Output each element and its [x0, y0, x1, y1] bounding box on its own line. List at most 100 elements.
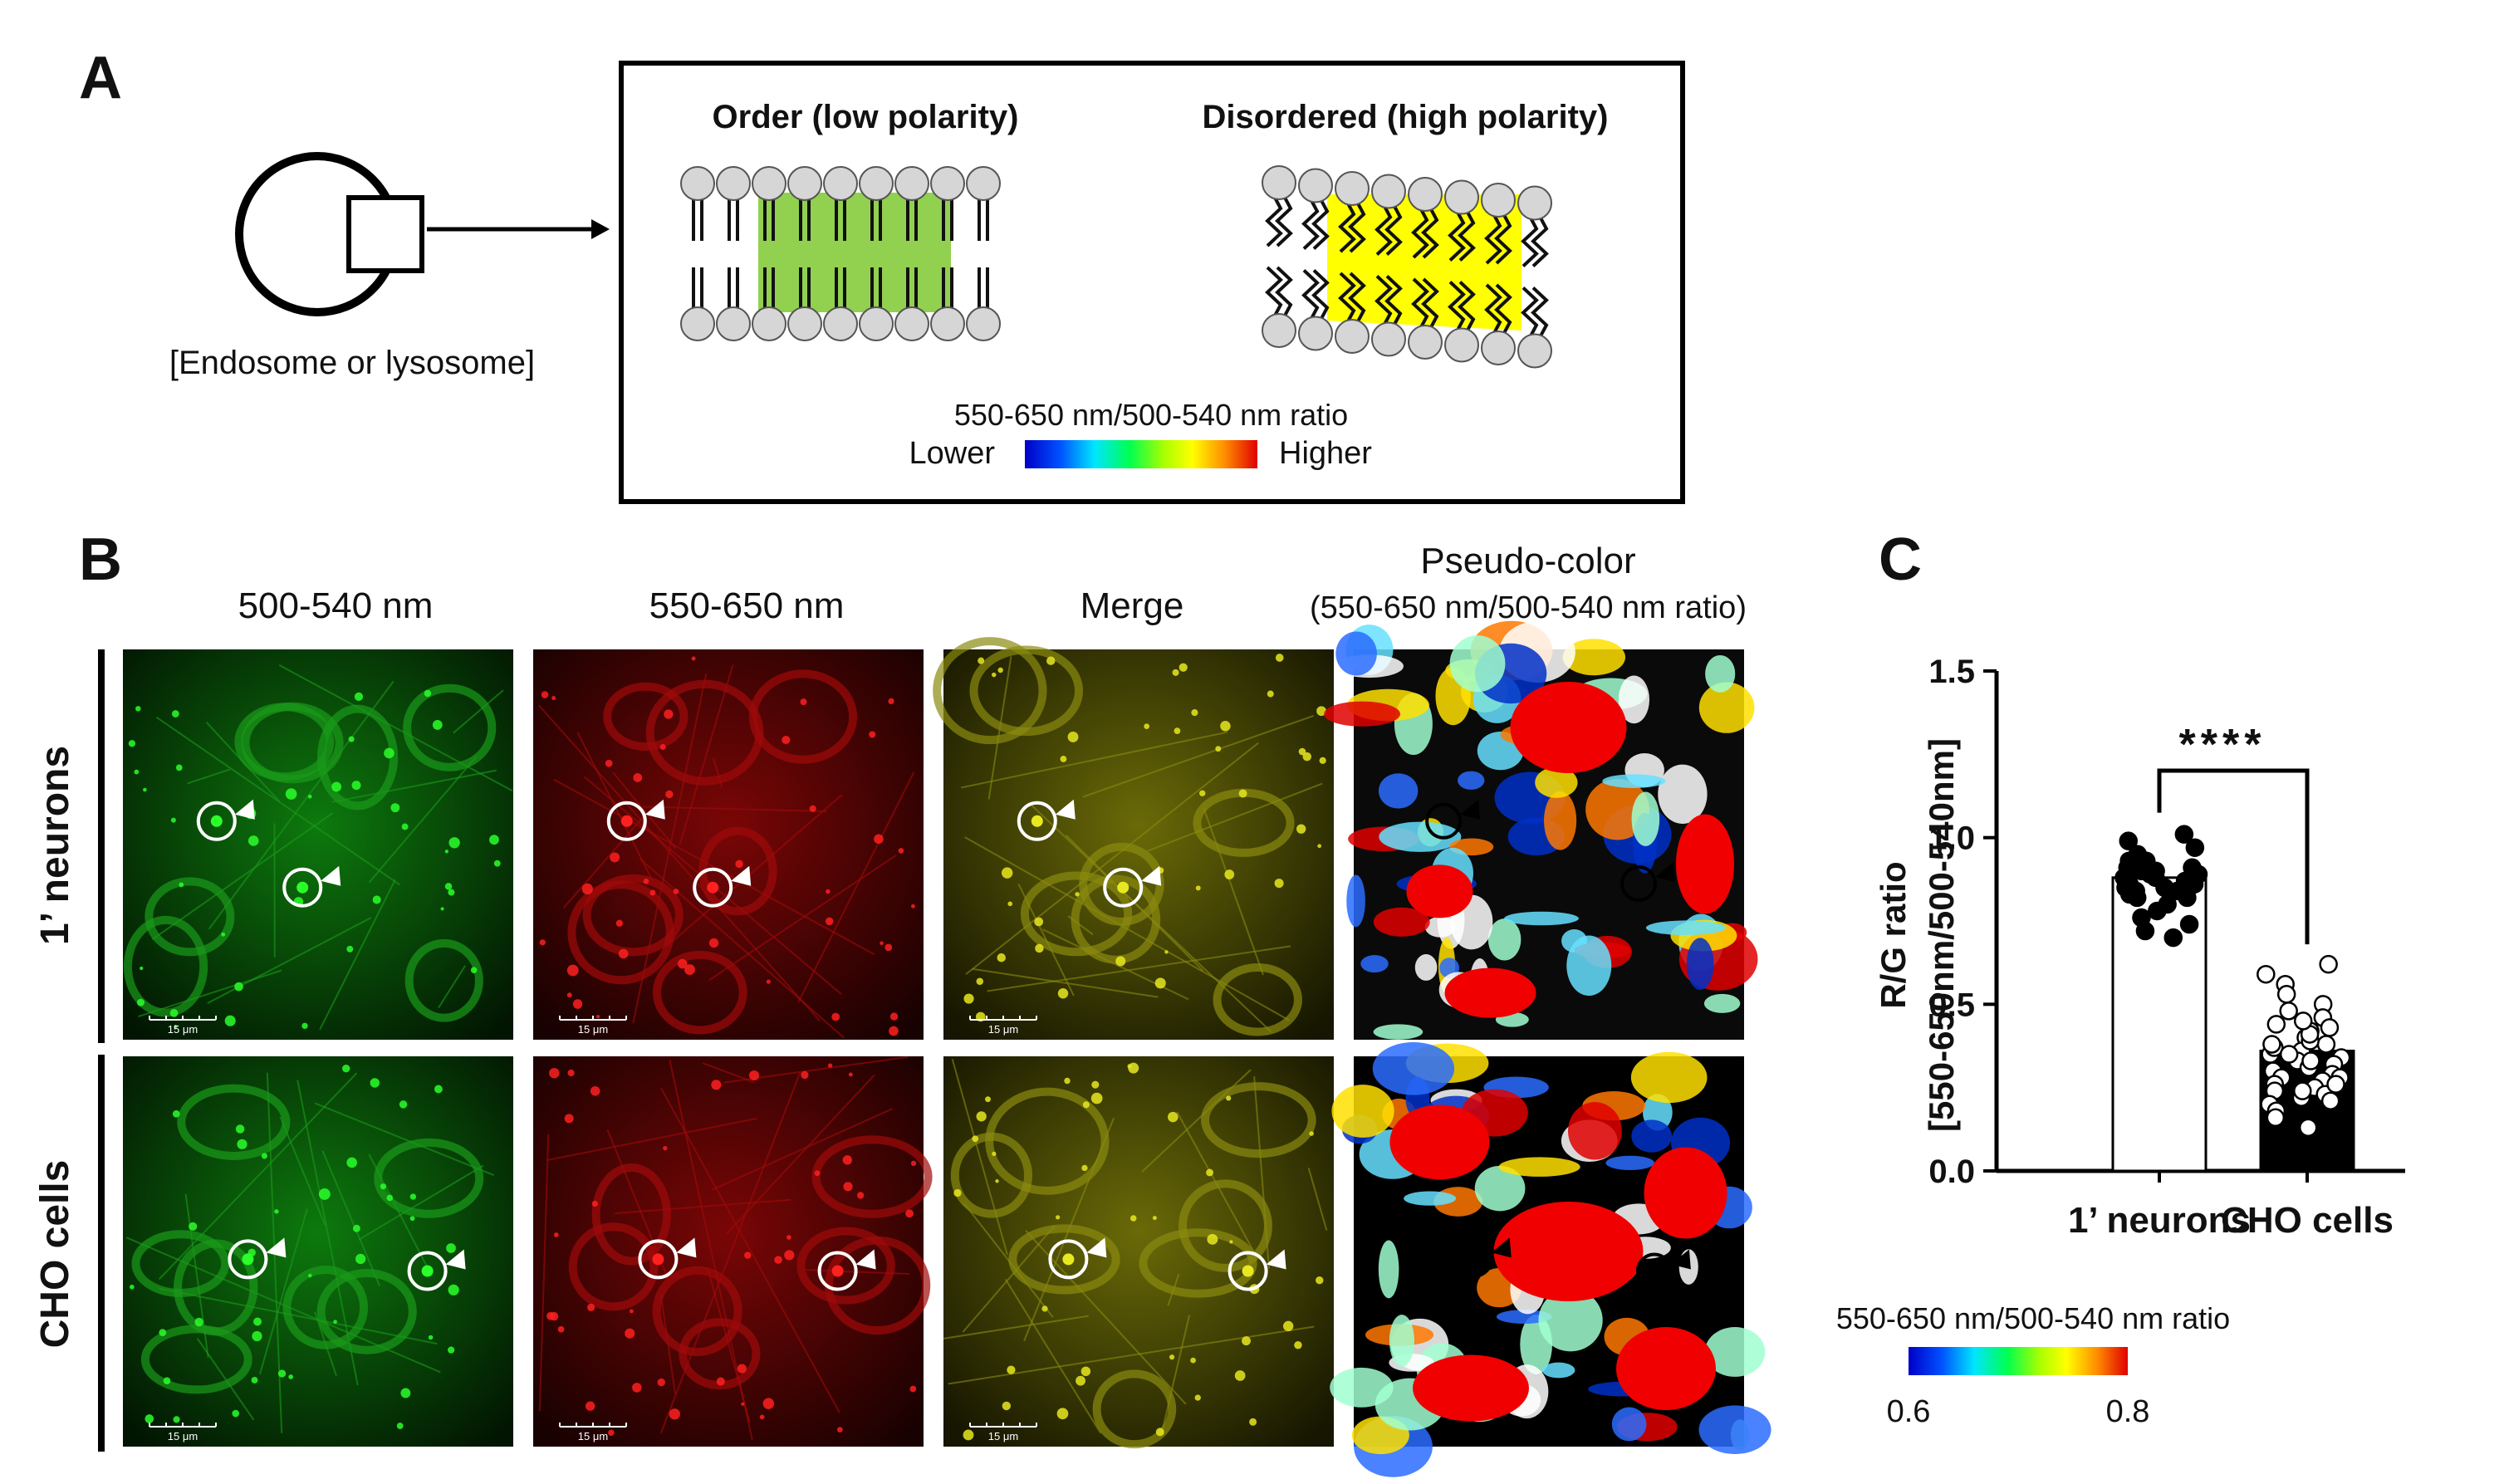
vesicle-dot	[1191, 709, 1198, 717]
column-sublabel-pseudo: (550-650 nm/500-540 nm ratio)	[1310, 590, 1747, 625]
vesicle-dot	[444, 850, 449, 854]
vesicle-dot	[665, 790, 674, 799]
y-axis-label: R/G ratio	[1874, 861, 1913, 1008]
high-ratio-region	[1644, 1147, 1727, 1239]
ratio-region	[1562, 639, 1626, 676]
micrograph-neurons-red: 15 μm	[533, 649, 924, 1040]
scale-bar-label: 15 μm	[988, 1430, 1018, 1442]
colorbar-title: 550-650 nm/500-540 nm ratio	[1836, 1301, 2230, 1335]
roi-arrowhead	[676, 1237, 697, 1258]
vesicle-dot	[1199, 790, 1206, 796]
high-ratio-region	[1616, 1327, 1716, 1410]
ratio-region	[1703, 993, 1741, 1013]
vesicle-dot	[659, 743, 666, 751]
lipid-head	[894, 166, 929, 201]
highlighted-vesicle	[242, 1253, 254, 1266]
vesicle-dot	[130, 1284, 135, 1290]
highlighted-vesicle	[1117, 881, 1129, 894]
data-point	[2174, 825, 2194, 844]
panel-b-letter: B	[79, 527, 122, 593]
panel-a: A [Endosome or lysosome] Order (low pola…	[79, 45, 1685, 504]
roi-arrowhead	[445, 1249, 466, 1270]
vesicle-dot	[888, 698, 894, 705]
ratio-region	[1346, 874, 1365, 928]
vesicle-dot	[1172, 669, 1179, 676]
vesicle-dot	[1267, 690, 1274, 698]
vesicle-dot	[251, 1376, 258, 1384]
data-point	[2293, 1011, 2313, 1031]
data-point	[2316, 1035, 2336, 1054]
highlighted-vesicle	[296, 881, 309, 894]
lipid-tail	[1384, 203, 1403, 256]
neurite	[639, 858, 845, 1039]
ratio-region	[1618, 675, 1650, 724]
cell-body	[568, 1222, 659, 1311]
data-point	[2126, 881, 2145, 901]
neurite	[659, 1071, 801, 1433]
vesicle-dot	[735, 860, 743, 869]
highlighted-vesicle	[421, 1265, 434, 1277]
roi-circle	[1017, 801, 1057, 841]
roi-arrowhead	[1491, 1237, 1512, 1258]
vesicle-dot	[1275, 654, 1284, 662]
vesicle-dot	[546, 1311, 555, 1320]
panel-c-letter: C	[1879, 527, 1922, 593]
vesicle-dot	[684, 964, 695, 975]
data-point	[2298, 1118, 2318, 1138]
cell-body	[811, 1135, 933, 1218]
vesicle-dot	[590, 1085, 600, 1096]
vesicle-dot	[232, 1409, 240, 1418]
lipid-tail	[1484, 283, 1502, 335]
y-axis-label-2: [550-650nm/500-540nm]	[1922, 738, 1961, 1132]
vesicle-dot	[432, 720, 443, 730]
lipid-tail	[1348, 201, 1366, 253]
vesicle-dot	[1057, 987, 1069, 999]
vesicle-dot	[399, 1100, 408, 1109]
significance-label: ****	[2179, 721, 2266, 769]
data-point	[2185, 838, 2205, 857]
vesicle-dot	[566, 992, 572, 998]
vesicle-dot	[843, 1182, 853, 1192]
lipid-head	[1335, 319, 1370, 354]
vesicle-dot	[737, 1364, 747, 1374]
ordered-bilayer	[680, 166, 1001, 341]
vesicle-dot	[889, 1012, 899, 1021]
lipid-head	[1262, 165, 1296, 200]
vesicle-dot	[1067, 731, 1079, 742]
vesicle-dot	[898, 848, 904, 854]
zoom-arrow-head	[591, 219, 610, 239]
neurite	[948, 1325, 1315, 1385]
roi-arrowhead	[1670, 1249, 1691, 1270]
high-ratio-region	[1444, 967, 1536, 1018]
data-point	[2136, 851, 2156, 871]
vesicle-dot	[992, 1151, 997, 1157]
cell-body	[145, 877, 235, 957]
ratio-region	[1373, 1024, 1424, 1040]
high-ratio-region	[1493, 1202, 1644, 1301]
vesicle-dot	[657, 1378, 665, 1387]
row-label-neurons: 1’ neurons	[33, 746, 77, 945]
lipid-tail	[1375, 203, 1393, 256]
colorbar-max-label: 0.8	[2106, 1394, 2150, 1429]
zoom-box	[346, 195, 424, 273]
ratio-region	[1458, 771, 1485, 790]
roi-arrowhead	[321, 865, 341, 886]
neurite	[296, 1080, 359, 1386]
ratio-region	[1504, 911, 1579, 926]
ratio-region	[1404, 1191, 1457, 1206]
roi-circle	[1620, 865, 1658, 902]
vesicle-dot	[1238, 789, 1247, 798]
micrograph-grid: 15 μm 15 μm 15 μm 15 μm 15 μm 15 μm	[123, 620, 1771, 1477]
roi-circle	[1103, 867, 1144, 908]
vesicle-dot	[814, 1170, 821, 1177]
neurite	[1029, 803, 1272, 1033]
lipid-head	[716, 306, 751, 341]
neurite	[258, 1208, 308, 1375]
neurite	[553, 778, 875, 956]
neurite	[963, 1202, 1054, 1318]
neurite	[972, 967, 1159, 998]
lipid-tail	[1521, 287, 1539, 339]
lipid-head	[1444, 327, 1479, 363]
highlighted-vesicle	[210, 815, 223, 827]
vesicle-dot	[869, 731, 876, 738]
